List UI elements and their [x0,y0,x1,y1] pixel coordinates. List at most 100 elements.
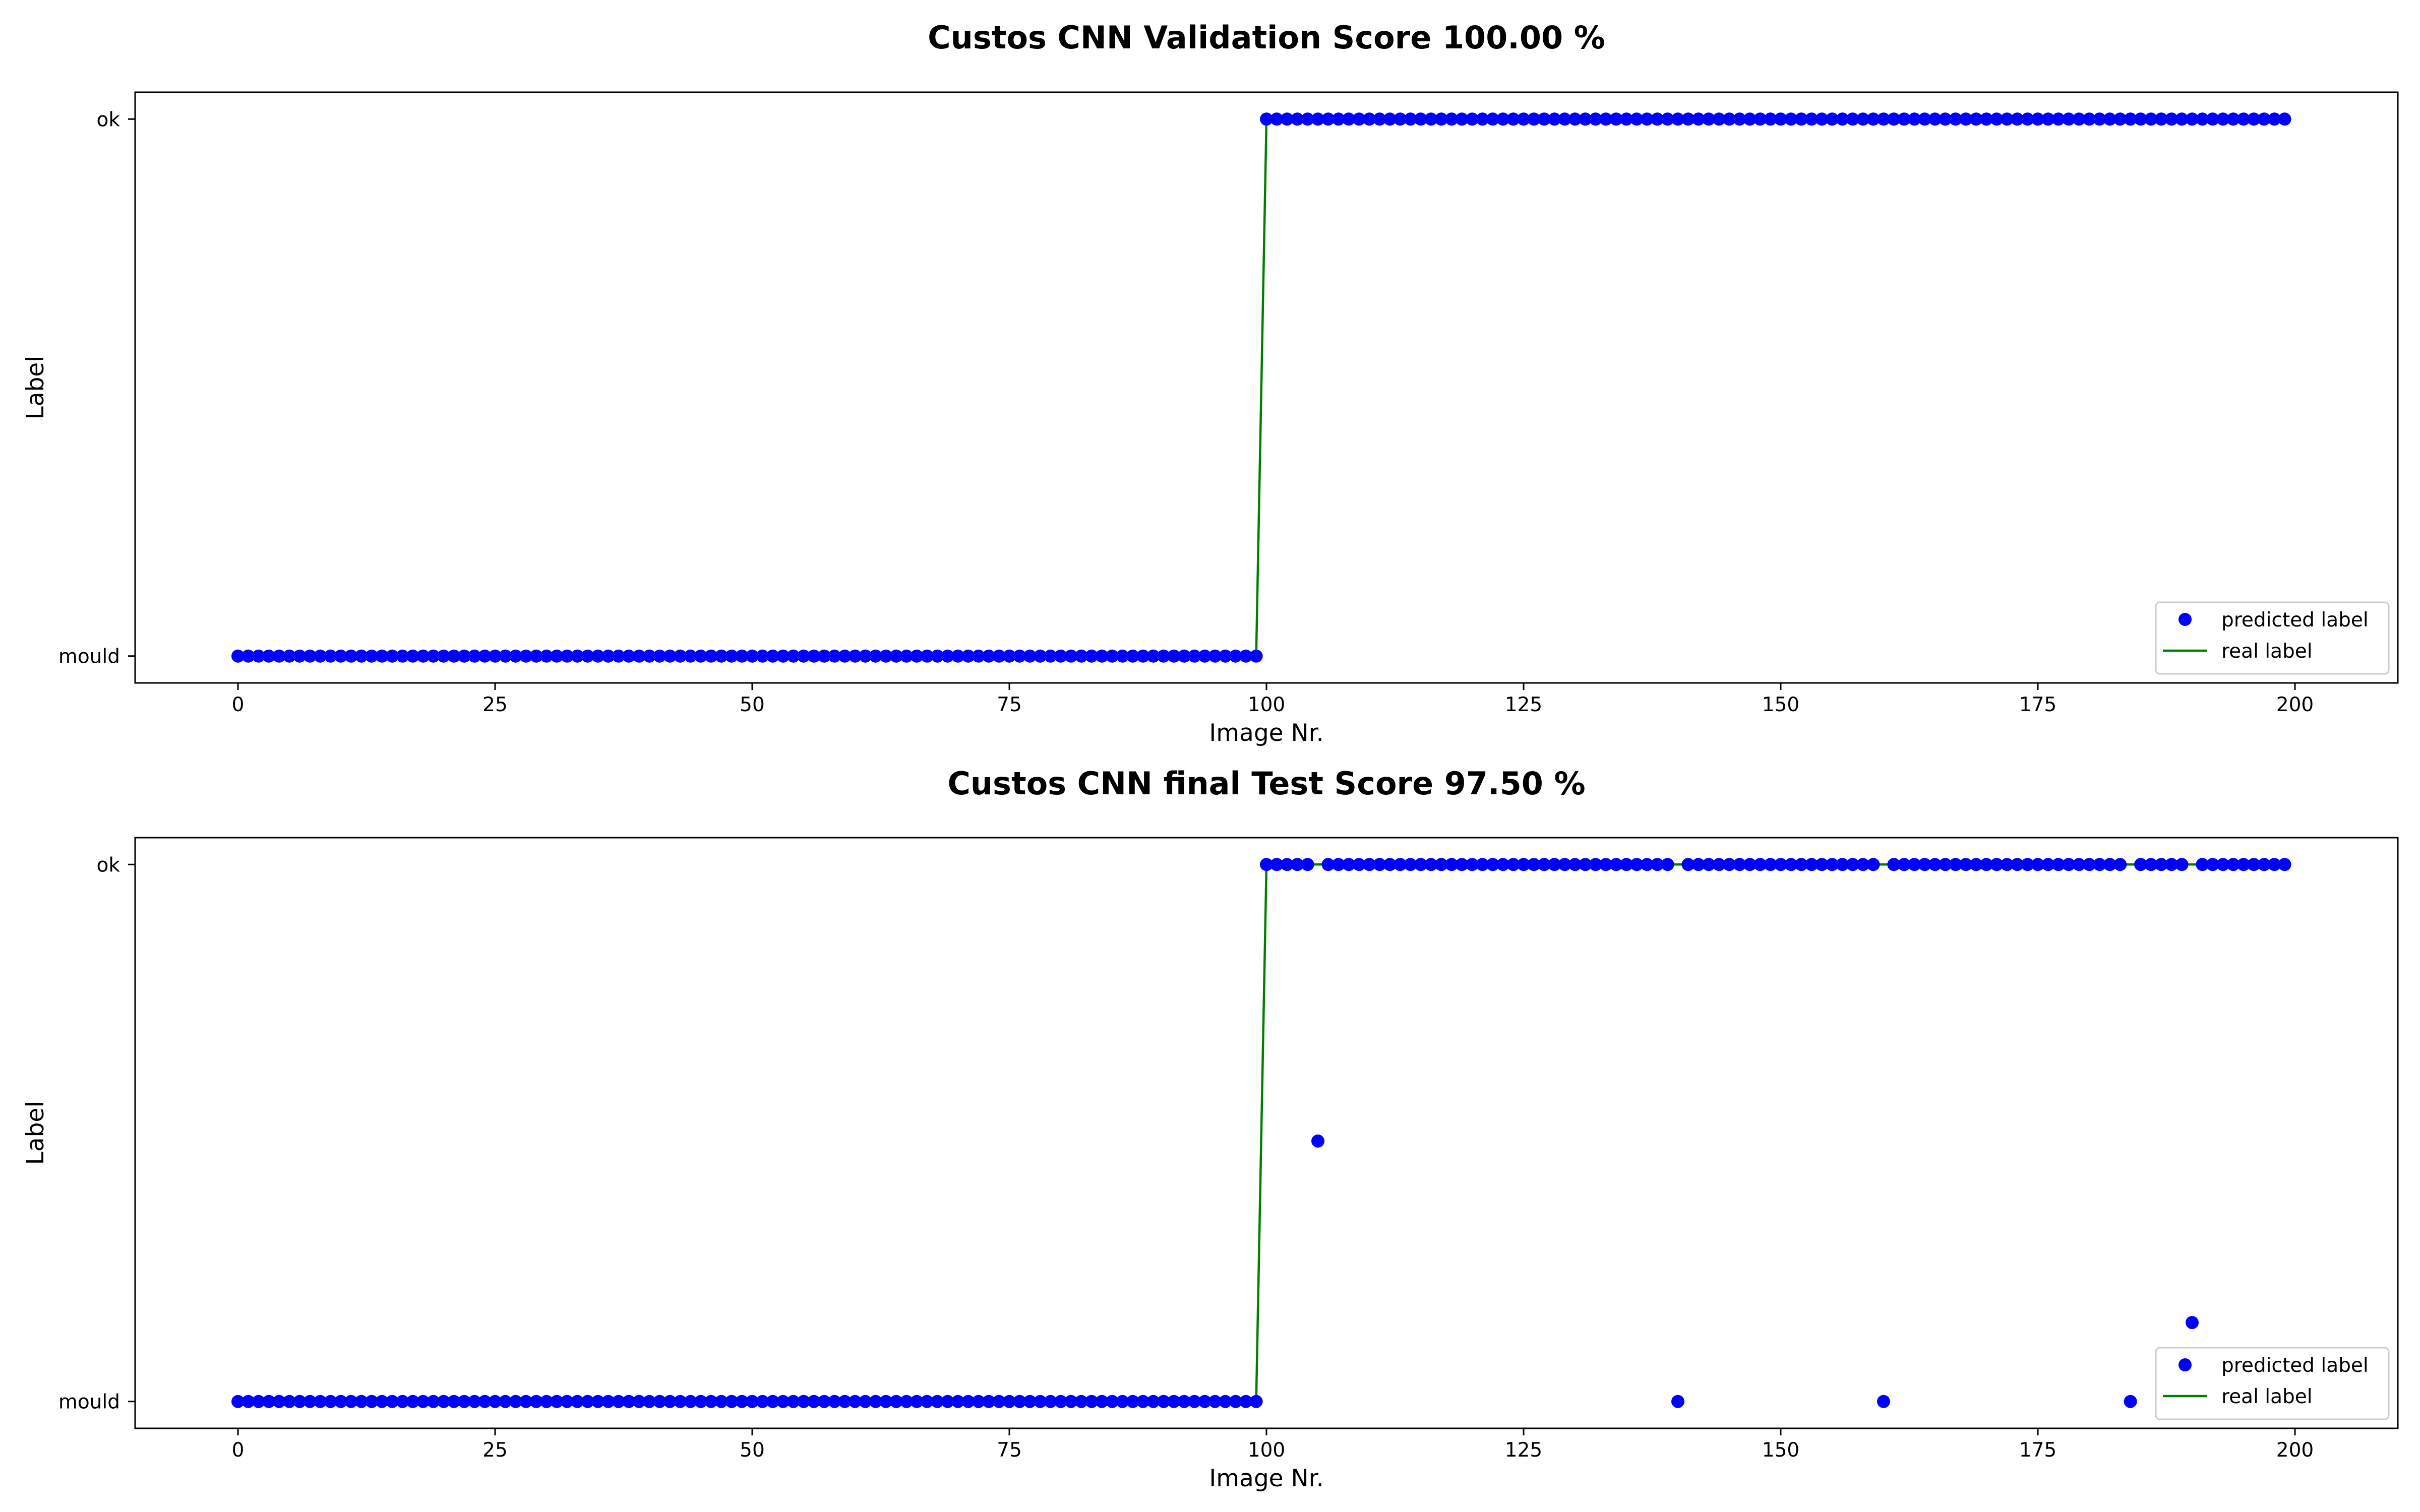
predicted-label-point [961,1395,975,1408]
predicted-label-point [1301,858,1314,871]
predicted-label-point [1270,112,1284,126]
predicted-label-point [1661,112,1674,126]
predicted-label-point [1846,858,1859,871]
plot-frame [134,91,2399,684]
x-tick-label: 175 [2019,694,2056,716]
predicted-label-point [1517,858,1530,871]
predicted-label-point [1589,858,1602,871]
predicted-label-point [1897,112,1911,126]
predicted-label-point [2257,858,2271,871]
predicted-label-point [1003,1395,1016,1408]
predicted-label-point [519,1395,533,1408]
predicted-label-point [540,1395,553,1408]
predicted-label-point [1774,112,1787,126]
predicted-label-point [1434,112,1448,126]
predicted-label-point [2196,858,2209,871]
predicted-label-point [529,1395,543,1408]
predicted-label-point [941,649,954,663]
predicted-label-point [478,649,492,663]
predicted-label-point [1928,858,1942,871]
predicted-label-point [293,649,307,663]
predicted-label-point [920,649,934,663]
y-tick-label: mould [58,646,120,668]
predicted-label-point [1023,1395,1037,1408]
predicted-label-point [653,1395,667,1408]
predicted-label-point [1506,858,1520,871]
predicted-label-point [1157,649,1170,663]
predicted-label-point [1877,112,1890,126]
predicted-label-point [879,1395,893,1408]
plot-title: Custos CNN final Test Score 97.50 % [947,765,1585,802]
predicted-label-point [1074,649,1088,663]
legend-label: real label [2221,1385,2313,1408]
predicted-label-point [838,649,852,663]
predicted-label-point [1939,112,1952,126]
predicted-label-point [910,649,924,663]
predicted-label-point [1219,1395,1232,1408]
predicted-label-point [1332,858,1345,871]
predicted-label-point [2051,112,2065,126]
predicted-label-point [1424,858,1438,871]
predicted-label-point [674,649,687,663]
predicted-label-point [982,1395,996,1408]
x-tick-label: 150 [1762,1439,1799,1462]
predicted-label-point [406,649,419,663]
predicted-label-point [714,1395,728,1408]
predicted-label-point [1887,112,1901,126]
predicted-label-point [786,1395,800,1408]
predicted-label-point [1270,858,1284,871]
predicted-label-point [2186,1316,2199,1330]
predicted-label-point [1568,112,1582,126]
plot-title: Custos CNN Validation Score 100.00 % [928,19,1605,56]
predicted-label-point [1866,112,1880,126]
predicted-label-point [684,649,697,663]
predicted-label-point [293,1395,307,1408]
predicted-label-point [1897,858,1911,871]
predicted-label-point [1527,858,1541,871]
predicted-label-point [2051,858,2065,871]
predicted-label-point [1527,112,1541,126]
predicted-label-point [365,1395,379,1408]
predicted-label-point [674,1395,687,1408]
predicted-label-point [786,649,800,663]
predicted-label-point [838,1395,852,1408]
predicted-label-point [725,1395,739,1408]
predicted-label-point [499,649,512,663]
predicted-label-point [2103,112,2116,126]
predicted-label-point [1702,112,1716,126]
predicted-label-point [499,1395,512,1408]
predicted-label-point [2206,858,2219,871]
predicted-label-point [344,649,358,663]
predicted-label-point [1784,858,1798,871]
predicted-label-point [2144,858,2158,871]
predicted-label-point [1074,1395,1088,1408]
predicted-label-point [1661,858,1674,871]
predicted-label-point [334,649,347,663]
x-tick-label: 0 [232,1439,245,1462]
predicted-label-point [2134,112,2147,126]
predicted-label-point [746,1395,759,1408]
predicted-label-point [1836,858,1849,871]
predicted-label-point [951,649,964,663]
predicted-label-point [1146,1395,1160,1408]
predicted-label-point [2093,858,2106,871]
predicted-label-point [797,1395,810,1408]
plot-series [231,858,2291,1408]
predicted-label-point [1691,112,1705,126]
predicted-label-point [1106,1395,1119,1408]
x-tick-label: 100 [1248,694,1285,716]
predicted-label-point [2175,112,2189,126]
x-tick-label: 75 [997,1439,1022,1462]
predicted-label-point [416,1395,430,1408]
predicted-label-point [581,649,594,663]
predicted-label-point [1445,858,1459,871]
predicted-label-point [529,649,543,663]
x-tick-label: 125 [1505,694,1542,716]
predicted-label-point [283,1395,296,1408]
predicted-label-point [1044,649,1057,663]
predicted-label-point [2124,1395,2137,1408]
legend: predicted label real label [2155,601,2390,675]
predicted-label-point [1826,112,1839,126]
predicted-label-point [1280,858,1294,871]
predicted-label-point [859,649,872,663]
